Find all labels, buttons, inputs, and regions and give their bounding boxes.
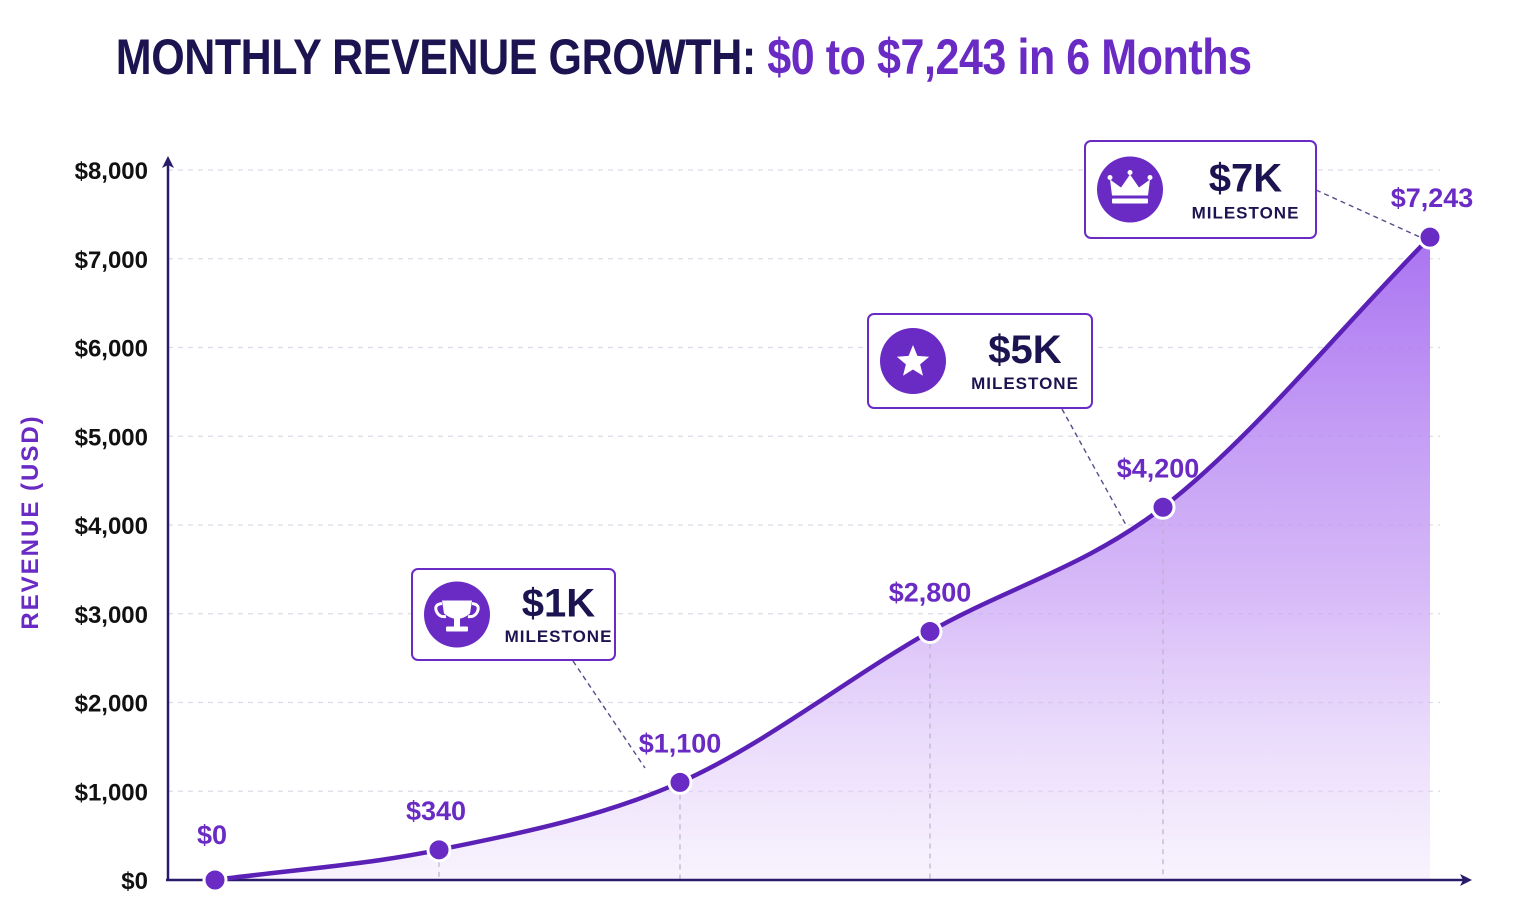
- y-tick-label: $0: [121, 868, 148, 895]
- y-tick-label: $2,000: [75, 691, 148, 718]
- data-label: $4,200: [1117, 453, 1200, 483]
- points-layer: [202, 224, 1443, 893]
- axes: $0 $1,000 $2,000 $3,000 $4,000 $5,000 $6,000 $7…: [17, 156, 1472, 895]
- milestone-value: $7K: [1209, 156, 1282, 200]
- crown-icon: [1107, 170, 1153, 204]
- milestone-label: MILESTONE: [1192, 204, 1300, 223]
- milestone-connector: [1061, 408, 1127, 526]
- data-label: $1,100: [639, 728, 722, 758]
- y-axis-label: REVENUE (USD): [17, 414, 44, 629]
- data-label: $7,243: [1391, 183, 1474, 213]
- milestone-label: MILESTONE: [505, 627, 613, 646]
- y-tick-label: $6,000: [75, 336, 148, 363]
- y-tick-label: $5,000: [75, 424, 148, 451]
- labels-layer: $0 $340 $1,100 $2,800 $4,200 $7,243: [197, 183, 1473, 850]
- milestone-callout: $1K MILESTONE: [411, 568, 616, 661]
- y-tick-label: $1,000: [75, 779, 148, 806]
- data-point: [426, 837, 452, 863]
- data-point: [1417, 224, 1443, 250]
- milestone-callout: $7K MILESTONE: [1084, 140, 1317, 239]
- area-layer: [215, 237, 1430, 881]
- star-icon: [896, 345, 930, 376]
- area-fill: [215, 237, 1430, 881]
- milestone-label: MILESTONE: [971, 374, 1079, 393]
- trophy-icon: [434, 600, 480, 632]
- milestone-connector: [1315, 189, 1423, 239]
- y-tick-label: $8,000: [75, 158, 148, 185]
- data-point: [917, 619, 943, 644]
- y-tick-label: $3,000: [75, 602, 148, 629]
- data-label: $2,800: [889, 578, 972, 608]
- y-tick-label: $4,000: [75, 513, 148, 540]
- title-highlight: $0 to $7,243 in 6 Months: [767, 29, 1252, 85]
- data-point: [667, 769, 693, 795]
- milestone-callout: $5K MILESTONE: [867, 313, 1093, 409]
- y-tick-label: $7,000: [75, 247, 148, 274]
- milestone-value: $1K: [522, 581, 595, 625]
- data-label: $0: [197, 820, 227, 850]
- data-point: [202, 867, 228, 893]
- milestone-connector: [572, 660, 646, 769]
- milestones-layer: $1K MILESTONE $5K MILESTONE $7K MILESTONE: [411, 140, 1423, 769]
- data-label: $340: [406, 796, 466, 826]
- chart-title: MONTHLY REVENUE GROWTH: $0 to $7,243 in …: [0, 28, 1367, 86]
- title-main: MONTHLY REVENUE GROWTH:: [115, 29, 756, 85]
- guide-lines: [438, 519, 1164, 880]
- milestone-value: $5K: [988, 328, 1061, 372]
- data-point: [1150, 494, 1176, 520]
